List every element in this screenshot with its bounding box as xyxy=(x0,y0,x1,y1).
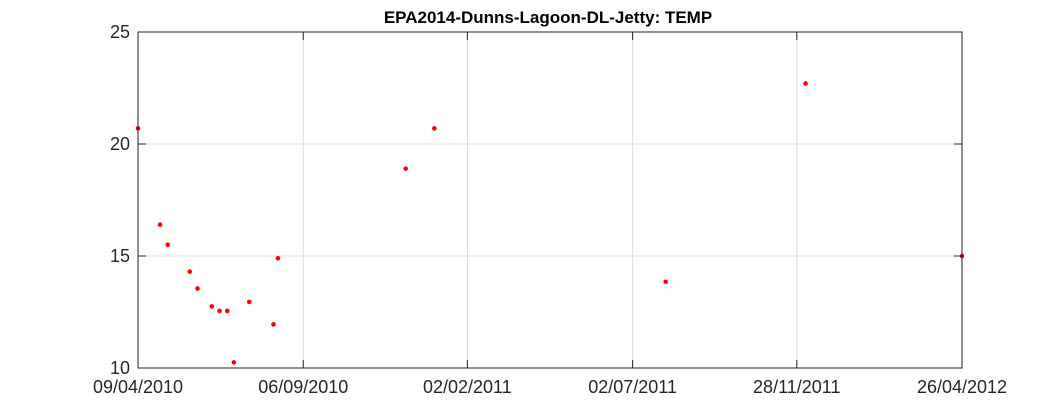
data-point xyxy=(271,322,276,327)
data-points xyxy=(135,81,965,365)
data-point xyxy=(209,304,215,309)
data-point xyxy=(224,308,230,314)
axis-ticks xyxy=(137,31,963,369)
x-axis-tick-labels: 09/04/2010 06/09/2010 02/02/2011 02/07/2011… xyxy=(93,377,1007,397)
x-tick-label: 02/07/2011 xyxy=(588,377,677,397)
data-point xyxy=(231,360,237,365)
data-point xyxy=(217,308,222,314)
plot-area-frame xyxy=(137,31,963,369)
grid-lines xyxy=(137,31,963,369)
x-tick-label: 26/04/2012 xyxy=(917,377,1007,397)
x-tick-label: 02/02/2011 xyxy=(423,377,512,397)
data-point xyxy=(803,81,808,86)
x-tick-label: 09/04/2010 xyxy=(93,377,183,397)
data-point xyxy=(663,279,668,285)
y-tick-label: 25 xyxy=(110,22,130,42)
y-axis-tick-labels: 10 15 20 25 xyxy=(110,22,130,378)
data-point xyxy=(246,299,252,305)
x-tick-label: 28/11/2011 xyxy=(753,377,840,397)
y-tick-label: 10 xyxy=(110,358,130,378)
data-point xyxy=(195,286,200,291)
x-tick-label: 06/09/2010 xyxy=(258,377,348,397)
y-tick-label: 20 xyxy=(110,134,130,154)
y-tick-label: 15 xyxy=(110,246,130,266)
data-point xyxy=(275,255,281,261)
chart-title: EPA2014-Dunns-Lagoon-DL-Jetty: TEMP xyxy=(384,8,712,27)
data-point xyxy=(432,126,437,131)
data-point xyxy=(187,269,193,274)
data-point xyxy=(165,242,171,248)
data-point xyxy=(403,166,408,171)
data-point xyxy=(157,222,163,227)
